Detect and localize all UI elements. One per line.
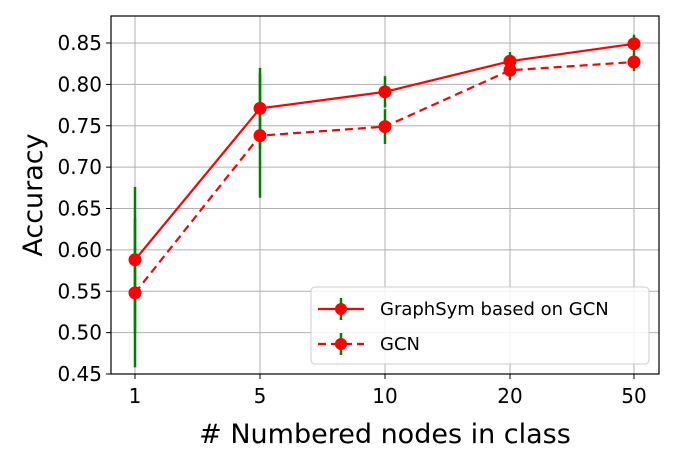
- data-point: [378, 85, 392, 99]
- x-axis-title: # Numbered nodes in class: [199, 419, 571, 450]
- legend-label: GraphSym based on GCN: [380, 299, 609, 320]
- y-tick-label: 0.85: [57, 31, 102, 55]
- x-tick-label: 1: [129, 384, 142, 408]
- legend: GraphSym based on GCN GCN: [310, 286, 650, 365]
- y-tick-label: 0.80: [57, 72, 102, 96]
- data-point: [253, 129, 267, 143]
- x-axis-ticks: 1 5 10 20 50: [129, 374, 647, 408]
- y-axis-title: Accuracy: [18, 133, 49, 256]
- legend-box: [310, 286, 650, 365]
- y-tick-label: 0.65: [57, 197, 102, 221]
- legend-marker: [335, 303, 347, 315]
- x-tick-label: 20: [497, 384, 522, 408]
- y-tick-label: 0.75: [57, 114, 102, 138]
- data-point: [253, 101, 267, 115]
- legend-marker: [335, 338, 347, 350]
- data-point: [128, 253, 142, 267]
- series-markers: [128, 37, 641, 300]
- data-point: [627, 55, 641, 69]
- x-tick-label: 5: [254, 384, 267, 408]
- y-tick-label: 0.60: [57, 238, 102, 262]
- data-point: [503, 54, 517, 68]
- y-tick-label: 0.45: [57, 362, 102, 386]
- x-tick-label: 50: [621, 384, 646, 408]
- data-point: [128, 286, 142, 300]
- legend-label: GCN: [380, 334, 420, 355]
- y-axis-ticks: 0.45 0.50 0.55 0.60 0.65 0.70 0.75 0.80 0.85: [57, 31, 111, 386]
- y-tick-label: 0.50: [57, 321, 102, 345]
- y-tick-label: 0.70: [57, 155, 102, 179]
- data-point: [627, 37, 641, 51]
- y-tick-label: 0.55: [57, 279, 102, 303]
- x-tick-label: 10: [372, 384, 397, 408]
- data-point: [378, 120, 392, 134]
